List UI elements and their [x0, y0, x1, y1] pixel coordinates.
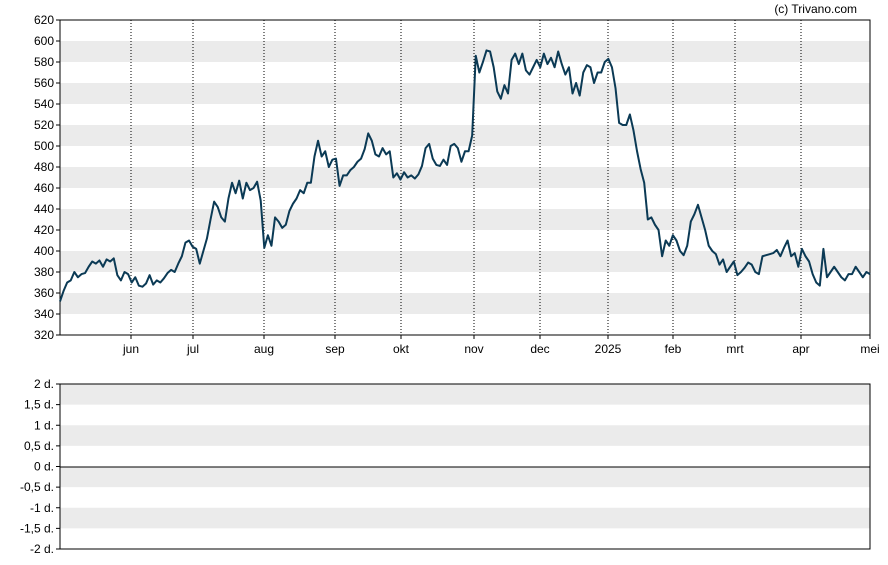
- price-chart: 320 340 360 380 400 420 440 460 480 500 520 540 560 5…: [34, 13, 880, 356]
- indicator-y-axis: 2 d. 1,5 d. 1 d. 0,5 d. 0 d. -0,5 d. -1 d. -1,5…: [20, 377, 60, 556]
- indicator-plot-frame: [59, 383, 871, 550]
- month-tick-label: aug: [254, 342, 274, 356]
- indicator-y-tick-label: -2 d.: [30, 542, 54, 556]
- month-tick-label: sep: [325, 342, 345, 356]
- month-x-axis: jun jul aug sep okt nov dec 2025 feb mrt apr mei: [122, 335, 880, 356]
- indicator-y-tick-label: 0,5 d.: [24, 439, 54, 453]
- price-series-line: [59, 49, 871, 302]
- month-tick-label: jul: [186, 342, 199, 356]
- price-y-tick-label: 540: [34, 97, 54, 111]
- price-y-axis: 320 340 360 380 400 420 440 460 480 500 520 540 560 5…: [34, 13, 60, 342]
- indicator-grid-band: [60, 466, 870, 488]
- price-grid-band: [60, 41, 870, 62]
- indicator-grid-bands: [60, 384, 870, 529]
- price-y-tick-label: 380: [34, 265, 54, 279]
- month-tick-label: nov: [464, 342, 483, 356]
- indicator-chart: 2 d. 1,5 d. 1 d. 0,5 d. 0 d. -0,5 d. -1 d. -1,5…: [20, 377, 871, 556]
- indicator-grid-band: [60, 507, 870, 529]
- indicator-y-tick-label: 2 d.: [34, 377, 54, 391]
- price-y-tick-label: 520: [34, 118, 54, 132]
- indicator-y-tick-label: -1 d.: [30, 501, 54, 515]
- price-y-tick-label: 420: [34, 223, 54, 237]
- price-y-tick-label: 440: [34, 202, 54, 216]
- month-tick-label: mei: [860, 342, 879, 356]
- price-grid-band: [60, 251, 870, 272]
- price-grid-band: [60, 83, 870, 104]
- price-grid-bands: [60, 41, 870, 314]
- month-tick-label: okt: [393, 342, 410, 356]
- price-grid-band: [60, 293, 870, 314]
- price-y-tick-label: 500: [34, 139, 54, 153]
- month-tick-label: apr: [792, 342, 809, 356]
- price-grid-band: [60, 209, 870, 230]
- price-plot-frame: [59, 19, 871, 336]
- price-grid-band: [60, 167, 870, 188]
- price-y-tick-label: 460: [34, 181, 54, 195]
- indicator-y-tick-label: 1 d.: [34, 418, 54, 432]
- month-tick-label: jun: [122, 342, 139, 356]
- indicator-y-tick-label: -1,5 d.: [20, 521, 54, 535]
- indicator-y-tick-label: -0,5 d.: [20, 480, 54, 494]
- month-tick-label: 2025: [595, 342, 622, 356]
- indicator-grid-band: [60, 384, 870, 405]
- price-y-tick-label: 580: [34, 55, 54, 69]
- price-y-tick-label: 620: [34, 13, 54, 27]
- price-y-tick-label: 480: [34, 160, 54, 174]
- indicator-y-tick-label: 0 d.: [34, 460, 54, 474]
- credit-label: (c) Trivano.com: [774, 2, 857, 16]
- month-tick-label: feb: [665, 342, 682, 356]
- month-tick-label: mrt: [726, 342, 744, 356]
- indicator-y-tick-label: 1,5 d.: [24, 398, 54, 412]
- price-y-tick-label: 360: [34, 286, 54, 300]
- price-y-tick-label: 320: [34, 328, 54, 342]
- price-y-tick-label: 400: [34, 244, 54, 258]
- price-y-tick-label: 560: [34, 76, 54, 90]
- price-y-tick-label: 340: [34, 307, 54, 321]
- price-grid-band: [60, 125, 870, 146]
- price-y-tick-label: 600: [34, 34, 54, 48]
- indicator-grid-band: [60, 425, 870, 446]
- month-tick-label: dec: [530, 342, 549, 356]
